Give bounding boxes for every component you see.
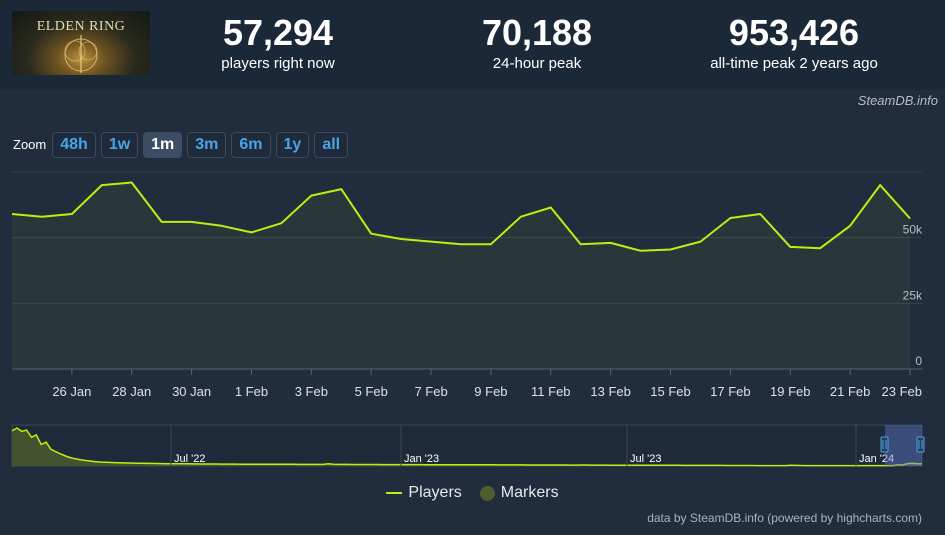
navigator-tick-label: Jan '23 bbox=[404, 453, 439, 465]
x-tick-label: 30 Jan bbox=[172, 384, 211, 399]
stat-24h-peak-label: 24-hour peak bbox=[492, 55, 582, 72]
zoom-button-48h[interactable]: 48h bbox=[52, 131, 96, 158]
stat-all-time-peak: 953,426 all-time peak 2 years ago bbox=[684, 12, 904, 73]
navigator-handle-right[interactable] bbox=[916, 436, 925, 453]
players-area bbox=[12, 182, 910, 369]
x-tick-label: 28 Jan bbox=[112, 384, 151, 399]
x-tick-label: 23 Feb bbox=[882, 384, 922, 399]
chart-legend: Players Markers bbox=[0, 484, 945, 502]
navigator-tick-label: Jul '22 bbox=[174, 453, 205, 465]
x-tick-label: 13 Feb bbox=[590, 384, 630, 399]
zoom-button-1m[interactable]: 1m bbox=[143, 131, 183, 158]
zoom-button-6m[interactable]: 6m bbox=[231, 131, 271, 158]
zoom-button-all[interactable]: all bbox=[314, 131, 349, 158]
legend-markers-dot-icon bbox=[479, 485, 495, 501]
x-tick-label: 9 Feb bbox=[474, 384, 507, 399]
y-tick-label: 50k bbox=[903, 223, 923, 237]
zoom-button-1y[interactable]: 1y bbox=[275, 131, 310, 158]
header-bar: ELDEN RING 57,294 players right now 70,1… bbox=[0, 0, 945, 90]
stat-all-time-peak-label: all-time peak 2 years ago bbox=[710, 55, 878, 72]
x-tick-label: 1 Feb bbox=[235, 384, 268, 399]
legend-markers-label: Markers bbox=[500, 484, 559, 501]
zoom-button-3m[interactable]: 3m bbox=[187, 131, 227, 158]
navigator-tick-label: Jul '23 bbox=[630, 453, 661, 465]
game-logo[interactable]: ELDEN RING bbox=[12, 11, 150, 75]
zoom-label: Zoom bbox=[13, 137, 47, 152]
x-tick-label: 21 Feb bbox=[830, 384, 870, 399]
x-tick-label: 11 Feb bbox=[531, 384, 571, 399]
x-tick-label: 5 Feb bbox=[355, 384, 388, 399]
stat-current-players-value: 57,294 bbox=[222, 12, 334, 53]
legend-item-players[interactable]: Players bbox=[386, 484, 462, 502]
x-tick-label: 26 Jan bbox=[52, 384, 91, 399]
stat-all-time-peak-value: 953,426 bbox=[728, 12, 860, 53]
game-logo-text: ELDEN RING bbox=[36, 19, 126, 34]
stat-current-players: 57,294 players right now bbox=[168, 12, 388, 73]
x-tick-label: 3 Feb bbox=[295, 384, 328, 399]
elden-ring-emblem-icon bbox=[64, 35, 98, 73]
players-line bbox=[11, 181, 911, 252]
zoom-selector: Zoom 48h 1w 1m 3m 6m 1y all bbox=[13, 131, 353, 158]
x-tick-label: 7 Feb bbox=[414, 384, 447, 399]
navigator-frame bbox=[11, 424, 923, 467]
y-tick-label: 0 bbox=[915, 354, 922, 368]
stat-24h-peak-value: 70,188 bbox=[481, 12, 593, 53]
stat-24h-peak: 70,188 24-hour peak bbox=[427, 12, 647, 73]
legend-players-label: Players bbox=[408, 484, 462, 501]
navigator-handle-left[interactable] bbox=[880, 436, 889, 453]
navigator-tick-label: Jan '24 bbox=[859, 453, 894, 465]
x-tick-label: 17 Feb bbox=[710, 384, 750, 399]
chart-credits[interactable]: data by SteamDB.info (powered by highcha… bbox=[647, 511, 922, 525]
navigator-line bbox=[11, 427, 923, 467]
navigator-selection bbox=[885, 425, 922, 466]
zoom-button-1w[interactable]: 1w bbox=[100, 131, 139, 158]
stat-current-players-label: players right now bbox=[221, 55, 335, 72]
y-tick-label: 25k bbox=[903, 288, 923, 302]
legend-item-markers[interactable]: Markers bbox=[479, 484, 559, 502]
legend-players-line-icon bbox=[386, 492, 403, 494]
steamdb-watermark[interactable]: SteamDB.info bbox=[857, 93, 938, 108]
x-tick-label: 15 Feb bbox=[650, 384, 690, 399]
x-tick-label: 19 Feb bbox=[770, 384, 810, 399]
